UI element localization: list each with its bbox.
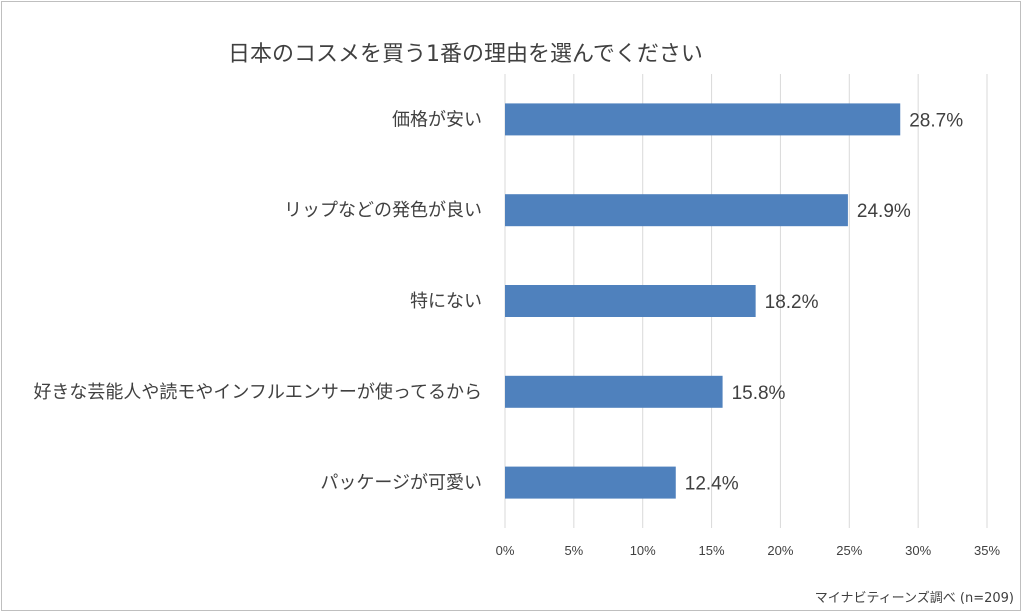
bar-layer: [505, 103, 901, 499]
category-label: 価格が安い: [392, 109, 482, 130]
x-tick-label: 25%: [836, 543, 862, 558]
bar: [505, 103, 901, 136]
category-label: パッケージが可愛い: [320, 473, 482, 494]
category-label: リップなどの発色が良い: [284, 200, 482, 221]
data-label: 24.9%: [857, 201, 911, 222]
x-tick-label: 0%: [496, 543, 515, 558]
x-axis-ticks: 0% 5% 10% 15% 20% 25% 30% 35%: [496, 543, 1001, 558]
x-tick-label: 30%: [905, 543, 931, 558]
label-layer: 28.7% 価格が安い 24.9% リップなどの発色が良い 18.2% 特にない 15.8%…: [33, 109, 963, 494]
category-label: 特にない: [410, 291, 482, 312]
data-label: 28.7%: [909, 110, 963, 131]
bar: [505, 194, 848, 227]
data-label: 18.2%: [765, 292, 819, 313]
bar: [505, 466, 676, 499]
chart-title: 日本のコスメを買う1番の理由を選んでください: [228, 42, 703, 67]
source-note: マイナビティーンズ調べ (n=209): [814, 591, 1014, 606]
bar: [505, 375, 723, 408]
x-tick-label: 15%: [699, 543, 725, 558]
data-label: 15.8%: [732, 383, 786, 404]
category-label: 好きな芸能人や読モやインフルエンサーが使ってるから: [33, 382, 482, 403]
x-tick-label: 5%: [564, 543, 583, 558]
bar: [505, 285, 756, 317]
grid-layer: [504, 74, 988, 528]
data-label: 12.4%: [685, 474, 739, 495]
x-tick-label: 10%: [630, 543, 656, 558]
x-tick-label: 20%: [767, 543, 793, 558]
x-tick-label: 35%: [974, 543, 1000, 558]
